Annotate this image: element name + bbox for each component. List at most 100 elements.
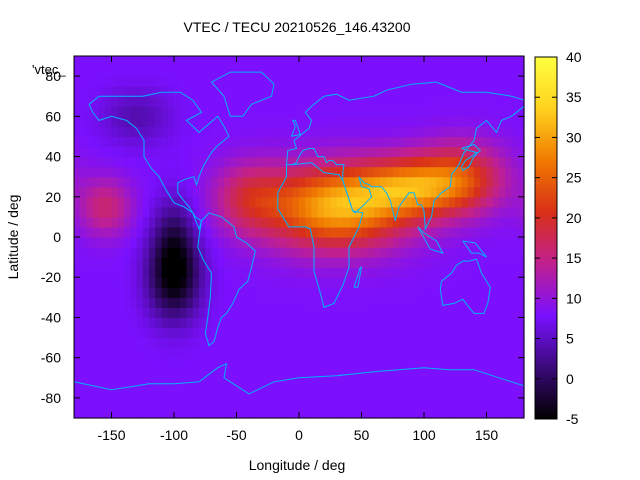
heatmap-cell xyxy=(355,317,363,329)
heatmap-cell xyxy=(436,317,444,329)
heatmap-cell xyxy=(311,247,319,258)
heatmap-cell xyxy=(186,156,194,168)
heatmap-cell xyxy=(136,176,144,188)
heatmap-cell xyxy=(192,357,200,369)
heatmap-cell xyxy=(86,327,94,339)
heatmap-cell xyxy=(192,347,200,359)
heatmap-cell xyxy=(149,257,156,268)
heatmap-cell xyxy=(224,146,231,158)
heatmap-cell xyxy=(399,56,406,67)
heatmap-cell xyxy=(199,307,206,319)
heatmap-cell xyxy=(455,166,463,178)
heatmap-cell xyxy=(461,367,469,379)
heatmap-cell xyxy=(249,186,256,198)
heatmap-cell xyxy=(330,257,338,268)
heatmap-cell xyxy=(236,277,244,288)
heatmap-cell xyxy=(236,116,244,127)
heatmap-cell xyxy=(361,277,369,288)
heatmap-cell xyxy=(492,387,500,399)
heatmap-cell xyxy=(136,186,144,198)
heatmap-cell xyxy=(161,116,169,127)
heatmap-cell xyxy=(142,327,150,339)
heatmap-cell xyxy=(374,387,381,399)
heatmap-cell xyxy=(111,196,119,208)
heatmap-cell xyxy=(205,237,213,248)
heatmap-cell xyxy=(305,247,313,258)
heatmap-cell xyxy=(92,317,100,329)
heatmap-cell xyxy=(517,267,525,278)
heatmap-cell xyxy=(361,186,369,198)
heatmap-cell xyxy=(342,146,350,158)
heatmap-cell xyxy=(286,277,294,288)
heatmap-cell xyxy=(474,267,481,278)
heatmap-cell xyxy=(180,247,188,258)
heatmap-cell xyxy=(130,86,138,97)
heatmap-cell xyxy=(436,146,444,158)
heatmap-cell xyxy=(161,387,169,399)
heatmap-cell xyxy=(280,247,288,258)
heatmap-cell xyxy=(436,237,444,248)
heatmap-cell xyxy=(186,317,194,329)
heatmap-cell xyxy=(111,317,119,329)
heatmap-cell xyxy=(105,307,113,319)
heatmap-cell xyxy=(99,66,106,77)
heatmap-cell xyxy=(349,357,356,369)
heatmap-cell xyxy=(292,186,300,198)
heatmap-cell xyxy=(380,56,388,67)
heatmap-cell xyxy=(261,56,269,67)
heatmap-cell xyxy=(167,247,175,258)
heatmap-cell xyxy=(349,156,356,168)
heatmap-cell xyxy=(336,136,344,148)
heatmap-cell xyxy=(86,206,94,218)
heatmap-cell xyxy=(417,257,425,268)
heatmap-cell xyxy=(111,226,119,238)
heatmap-cell xyxy=(86,297,94,308)
heatmap-cell xyxy=(361,146,369,158)
heatmap-cell xyxy=(349,277,356,288)
heatmap-cell xyxy=(105,166,113,178)
heatmap-cell xyxy=(255,196,263,208)
heatmap-cell xyxy=(161,66,169,77)
heatmap-cell xyxy=(180,96,188,107)
heatmap-cell xyxy=(211,327,219,339)
heatmap-cell xyxy=(286,56,294,67)
heatmap-cell xyxy=(186,257,194,268)
heatmap-cell xyxy=(305,176,313,188)
heatmap-cell xyxy=(392,257,400,268)
heatmap-cell xyxy=(361,176,369,188)
heatmap-cell xyxy=(474,146,481,158)
heatmap-cell xyxy=(499,297,506,308)
heatmap-cell xyxy=(480,357,488,369)
heatmap-cell xyxy=(486,387,494,399)
heatmap-cell xyxy=(480,267,488,278)
heatmap-cell xyxy=(380,297,388,308)
heatmap-cell xyxy=(399,76,406,87)
heatmap-cell xyxy=(330,237,338,248)
heatmap-cell xyxy=(205,226,213,238)
heatmap-cell xyxy=(142,86,150,97)
heatmap-cell xyxy=(417,317,425,329)
heatmap-cell xyxy=(136,237,144,248)
heatmap-cell xyxy=(474,357,481,369)
heatmap-cell xyxy=(349,106,356,117)
heatmap-cell xyxy=(74,327,81,339)
heatmap-cell xyxy=(349,86,356,97)
heatmap-cell xyxy=(155,136,163,148)
heatmap-cell xyxy=(274,367,281,379)
heatmap-cell xyxy=(192,297,200,308)
heatmap-cell xyxy=(242,347,250,359)
heatmap-cell xyxy=(224,196,231,208)
heatmap-cell xyxy=(511,186,519,198)
heatmap-cell xyxy=(105,247,113,258)
heatmap-cell xyxy=(117,267,125,278)
heatmap-cell xyxy=(224,327,231,339)
heatmap-cell xyxy=(349,56,356,67)
heatmap-cell xyxy=(386,267,394,278)
heatmap-cell xyxy=(180,257,188,268)
heatmap-cell xyxy=(492,237,500,248)
heatmap-cell xyxy=(292,397,300,409)
heatmap-cell xyxy=(230,357,238,369)
heatmap-cell xyxy=(436,156,444,168)
heatmap-cell xyxy=(355,216,363,228)
heatmap-cell xyxy=(249,96,256,107)
